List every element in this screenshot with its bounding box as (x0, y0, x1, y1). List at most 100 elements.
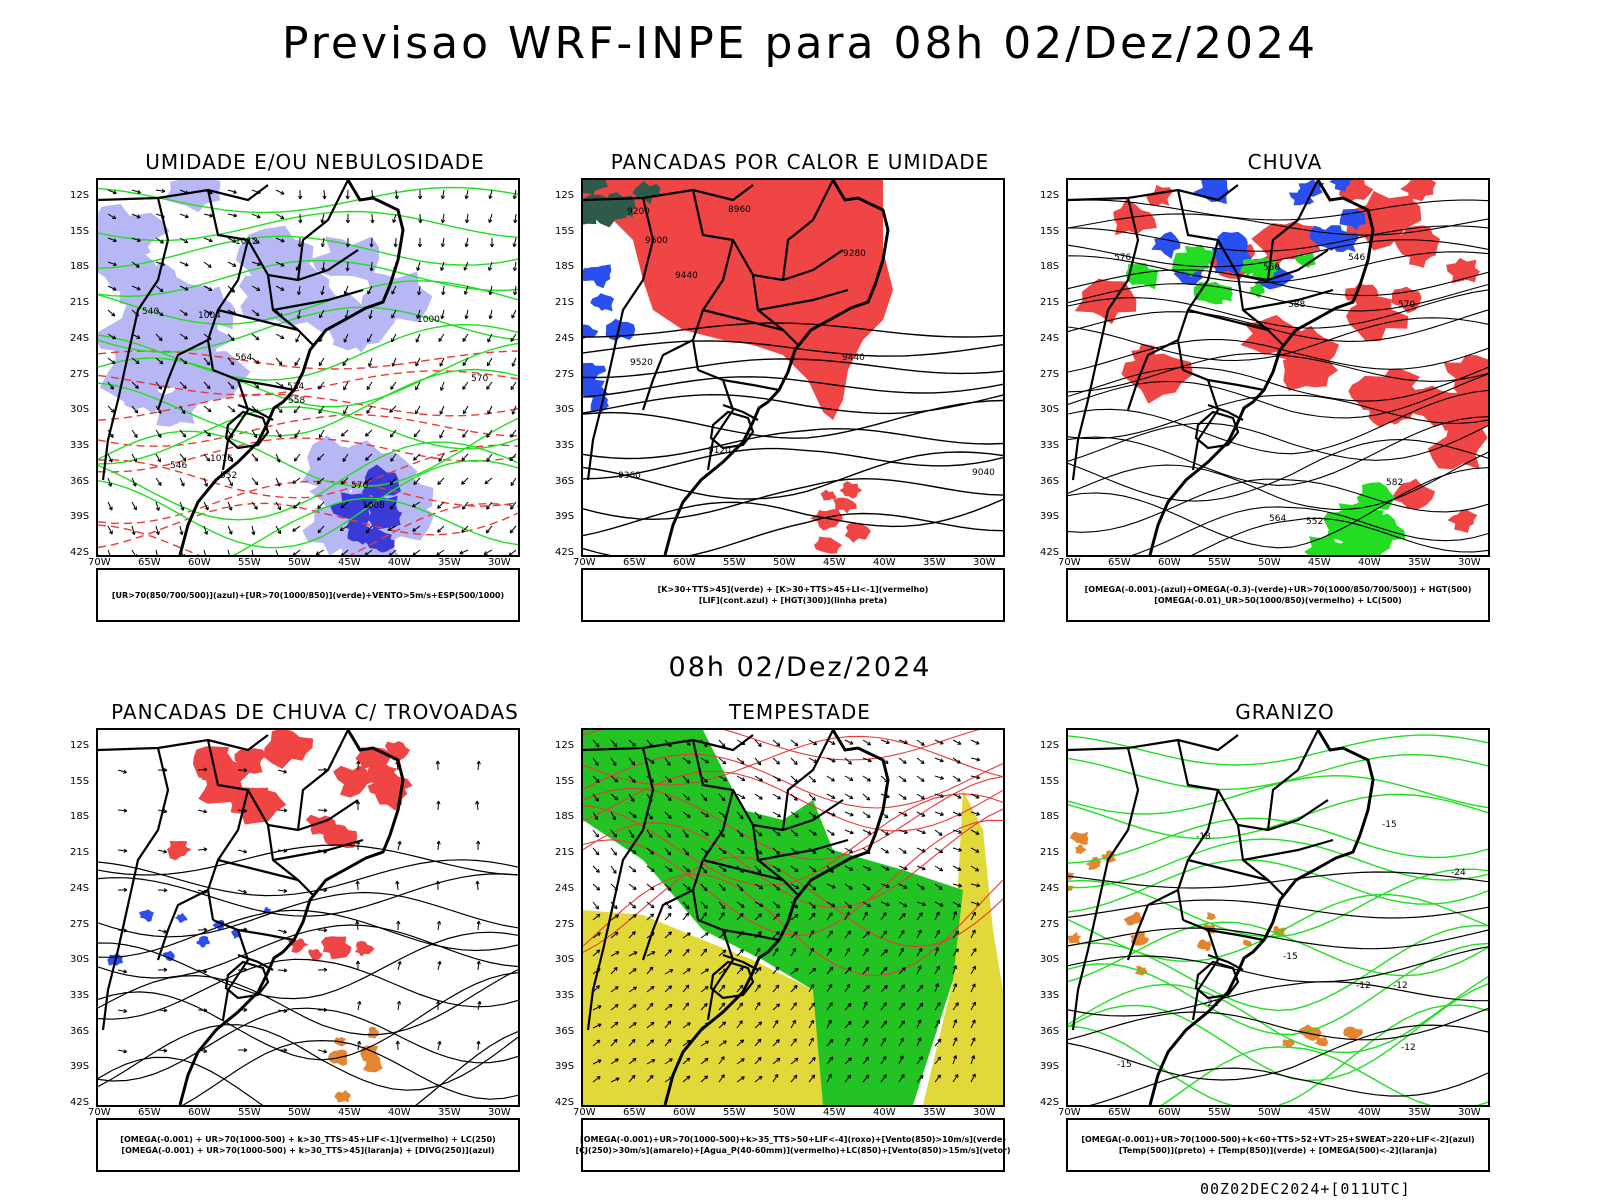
lat-tick-label: 27S (70, 918, 90, 930)
wind-vector (592, 811, 599, 821)
wind-vector (436, 840, 441, 851)
wind-vector (464, 189, 469, 200)
wind-vector (970, 1019, 976, 1029)
wind-vector (970, 1055, 976, 1065)
state-border (217, 308, 299, 332)
wind-vector (916, 947, 923, 957)
isoline (1068, 439, 1488, 502)
rain-patch (1131, 343, 1159, 369)
isoline (1068, 269, 1488, 297)
isoline (1068, 921, 1488, 983)
wind-vector (754, 793, 763, 800)
isoline (583, 477, 1003, 521)
wind-vector (952, 965, 958, 975)
wind-vector (898, 865, 908, 871)
wind-vector (366, 405, 373, 414)
wind-vector (808, 739, 818, 746)
wind-vector (296, 309, 301, 320)
lat-tick-label: 30S (1040, 404, 1060, 416)
wind-vector (438, 333, 445, 342)
wind-vector (808, 901, 816, 909)
wind-vector (275, 453, 281, 463)
wind-vector (682, 811, 691, 818)
contour-label: 564 (235, 353, 252, 363)
legend-line: [OMEGA(-0.001) + UR>70(1000-500) + k>30_… (121, 1146, 495, 1155)
wind-vector (844, 1037, 850, 1047)
wind-vector (682, 829, 689, 838)
wind-vector (197, 969, 208, 974)
wind-vector (107, 357, 116, 365)
lat-tick-label: 12S (1040, 740, 1060, 751)
wind-vector (365, 525, 373, 534)
wind-vector (790, 984, 798, 993)
wind-vector (808, 983, 815, 993)
lat-tick-label: 24S (1040, 332, 1060, 344)
wind-vector (157, 849, 168, 854)
wind-vector (389, 477, 397, 486)
state-border (722, 953, 759, 971)
forecast-map: -12 -15 -18 -21 -24 -12 -15 -15 -12 (1066, 728, 1490, 1107)
wind-vector (664, 912, 672, 921)
wind-vector (736, 811, 744, 820)
isoline (98, 844, 518, 876)
wind-vector (844, 983, 851, 993)
wind-vector (275, 549, 280, 555)
rain-patch (1248, 283, 1265, 299)
wind-vector (934, 739, 944, 745)
isoline (1068, 283, 1488, 312)
lif-contour (590, 293, 615, 312)
storm-patch (323, 824, 358, 848)
wind-vector (131, 501, 137, 511)
lon-tick-label: 70W (573, 1107, 596, 1118)
wind-vector (320, 285, 325, 296)
wind-vector (275, 333, 285, 339)
lon-tick-label: 70W (1058, 1107, 1081, 1118)
wind-vector (413, 429, 421, 438)
wind-vector (736, 1002, 744, 1011)
wind-vector (107, 453, 113, 463)
wind-vector (294, 357, 301, 366)
wind-vector (413, 477, 421, 486)
wind-vector (664, 1038, 672, 1047)
wind-vector (131, 405, 139, 414)
wind-vector (439, 381, 445, 391)
wind-vector (476, 760, 481, 771)
wind-vector (203, 405, 212, 413)
contour-label: -24 (1451, 868, 1466, 878)
wind-vector (628, 1022, 637, 1029)
lon-tick-label: 65W (138, 557, 161, 568)
wind-vector (610, 811, 616, 821)
wind-vector (646, 865, 655, 872)
wind-vector (880, 901, 890, 907)
wind-vector (664, 1058, 673, 1065)
wind-vector (808, 947, 814, 957)
wind-vector (862, 1037, 868, 1047)
isoline (98, 502, 518, 555)
wind-vector (664, 949, 672, 957)
rain-patch (1356, 482, 1395, 513)
lat-tick-label: 21S (1040, 297, 1060, 309)
wind-vector (664, 847, 672, 856)
wind-vector (592, 901, 600, 910)
wind-vector (916, 757, 925, 764)
wind-vector (391, 309, 397, 319)
wind-vector (390, 453, 397, 462)
isoline (98, 1007, 518, 1082)
wind-vector (155, 429, 162, 438)
state-border (1187, 858, 1269, 882)
isoline (98, 342, 518, 408)
wind-vector (844, 865, 854, 871)
wind-vector (628, 775, 636, 783)
wind-vector (436, 800, 441, 811)
coastline (663, 730, 890, 1105)
isoline (1160, 1046, 1488, 1105)
wind-vector (131, 357, 140, 365)
wind-vector (664, 1020, 672, 1029)
isoline (583, 856, 1003, 953)
wind-vector (107, 525, 113, 535)
state-border (1266, 730, 1319, 831)
wind-vector (772, 883, 780, 891)
storm-patch (362, 1056, 383, 1073)
wind-vector (772, 1073, 779, 1083)
wind-vector (898, 1002, 906, 1011)
